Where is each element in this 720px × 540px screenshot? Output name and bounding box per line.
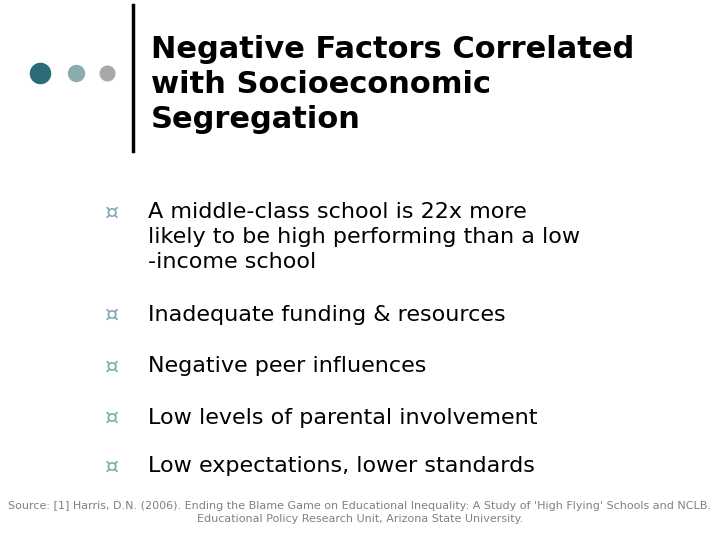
Text: Negative peer influences: Negative peer influences bbox=[148, 356, 426, 376]
Text: ¤: ¤ bbox=[104, 356, 119, 376]
Text: Low levels of parental involvement: Low levels of parental involvement bbox=[148, 408, 537, 428]
Text: Source: [1] Harris, D.N. (2006). Ending the Blame Game on Educational Inequality: Source: [1] Harris, D.N. (2006). Ending … bbox=[9, 501, 711, 524]
Text: Negative Factors Correlated
with Socioeconomic
Segregation: Negative Factors Correlated with Socioec… bbox=[151, 35, 634, 133]
Text: Inadequate funding & resources: Inadequate funding & resources bbox=[148, 305, 505, 325]
Text: ¤: ¤ bbox=[104, 408, 119, 428]
Text: ¤: ¤ bbox=[104, 305, 119, 325]
Text: A middle-class school is 22x more
likely to be high performing than a low
-incom: A middle-class school is 22x more likely… bbox=[148, 202, 580, 272]
Text: ¤: ¤ bbox=[104, 456, 119, 476]
Text: ¤: ¤ bbox=[104, 202, 119, 222]
Text: Low expectations, lower standards: Low expectations, lower standards bbox=[148, 456, 534, 476]
